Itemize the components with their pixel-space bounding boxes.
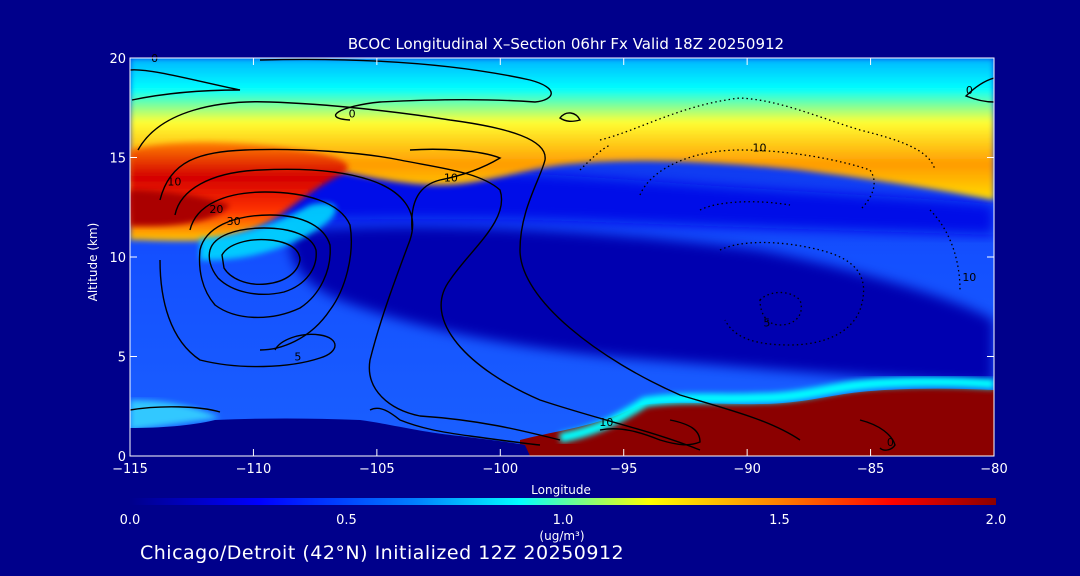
x-tick-label: −115 [112, 462, 148, 477]
contour-label: 0 [349, 108, 356, 121]
contour-line [259, 58, 552, 121]
contour-label: 5 [763, 317, 770, 330]
dotted-contour-line [579, 144, 611, 171]
colorbar-tick-label: 2.0 [986, 513, 1007, 528]
contour-line [130, 69, 241, 101]
contour-line [859, 419, 896, 451]
contour-label: 10 [444, 171, 458, 184]
x-tick-label: −95 [610, 462, 637, 477]
dotted-contour-line [699, 201, 791, 211]
contour-line [208, 227, 317, 295]
colorbar-tick-label: 1.5 [769, 513, 790, 528]
contour-line [159, 259, 336, 368]
y-tick-label: 10 [109, 251, 126, 266]
contour-label: 0 [887, 436, 894, 449]
contour-line [409, 148, 502, 231]
contour-label: 20 [209, 203, 223, 216]
colorbar-tick-label: 1.0 [553, 513, 574, 528]
colorbar-tick-label: 0.5 [336, 513, 357, 528]
contour-line [558, 112, 582, 123]
plot-area [130, 58, 994, 456]
x-tick-label: −90 [733, 462, 760, 477]
contour-line [137, 101, 801, 441]
shading-mid-dark-core [290, 226, 994, 385]
y-tick-label: 20 [109, 52, 126, 67]
colorbar-ticks: 0.0 0.5 1.0 1.5 2.0 [120, 513, 1007, 528]
contour-label: 10 [752, 142, 766, 155]
contour-label: 10 [599, 416, 613, 429]
dotted-contour-line [719, 241, 865, 346]
contour-label: 30 [227, 215, 241, 228]
y-axis-label: Altitude (km) [86, 223, 100, 302]
contour-label: 0 [966, 84, 973, 97]
shading-boundary-smoke [520, 388, 994, 456]
contour-line [198, 214, 331, 319]
contour-line [130, 406, 221, 413]
x-axis-ticks: −115 −110 −105 −100 −95 −90 −85 −80 [112, 58, 1008, 477]
y-tick-label: 0 [118, 450, 126, 465]
x-tick-label: −105 [359, 462, 395, 477]
x-tick-label: −80 [980, 462, 1007, 477]
contour-label: 10 [962, 271, 976, 284]
contour-line [174, 168, 561, 441]
contour-line [159, 148, 701, 451]
contour-line [964, 77, 994, 103]
colorbar [130, 498, 996, 505]
x-tick-label: −110 [236, 462, 272, 477]
contour-lines [130, 58, 994, 451]
contour-line [221, 238, 301, 285]
y-tick-label: 15 [109, 152, 126, 167]
colorbar-units: (ug/m³) [539, 529, 584, 543]
terrain [130, 418, 530, 456]
contour-line [369, 407, 541, 446]
x-tick-label: −85 [857, 462, 884, 477]
shading-upper-blue-band [130, 160, 994, 235]
x-tick-label: −100 [482, 462, 518, 477]
chart-title: BCOC Longitudinal X–Section 06hr Fx Vali… [348, 35, 784, 53]
dotted-contour-line [599, 97, 936, 171]
shading-plume-deep [130, 190, 230, 226]
y-tick-label: 5 [118, 351, 126, 366]
y-axis-ticks: 0 5 10 15 20 [109, 52, 994, 465]
x-axis-label: Longitude [531, 483, 591, 497]
shading-plume-fringe [200, 203, 337, 261]
contour-label: 5 [294, 350, 301, 363]
shading-boundary-rim [559, 376, 994, 443]
contour-line [189, 191, 352, 351]
figure-subtitle: Chicago/Detroit (42°N) Initialized 12Z 2… [140, 542, 625, 564]
dotted-contour-lines [579, 97, 961, 346]
colorbar-tick-label: 0.0 [120, 513, 141, 528]
contour-label: 10 [167, 175, 181, 188]
contour-line [599, 419, 701, 446]
